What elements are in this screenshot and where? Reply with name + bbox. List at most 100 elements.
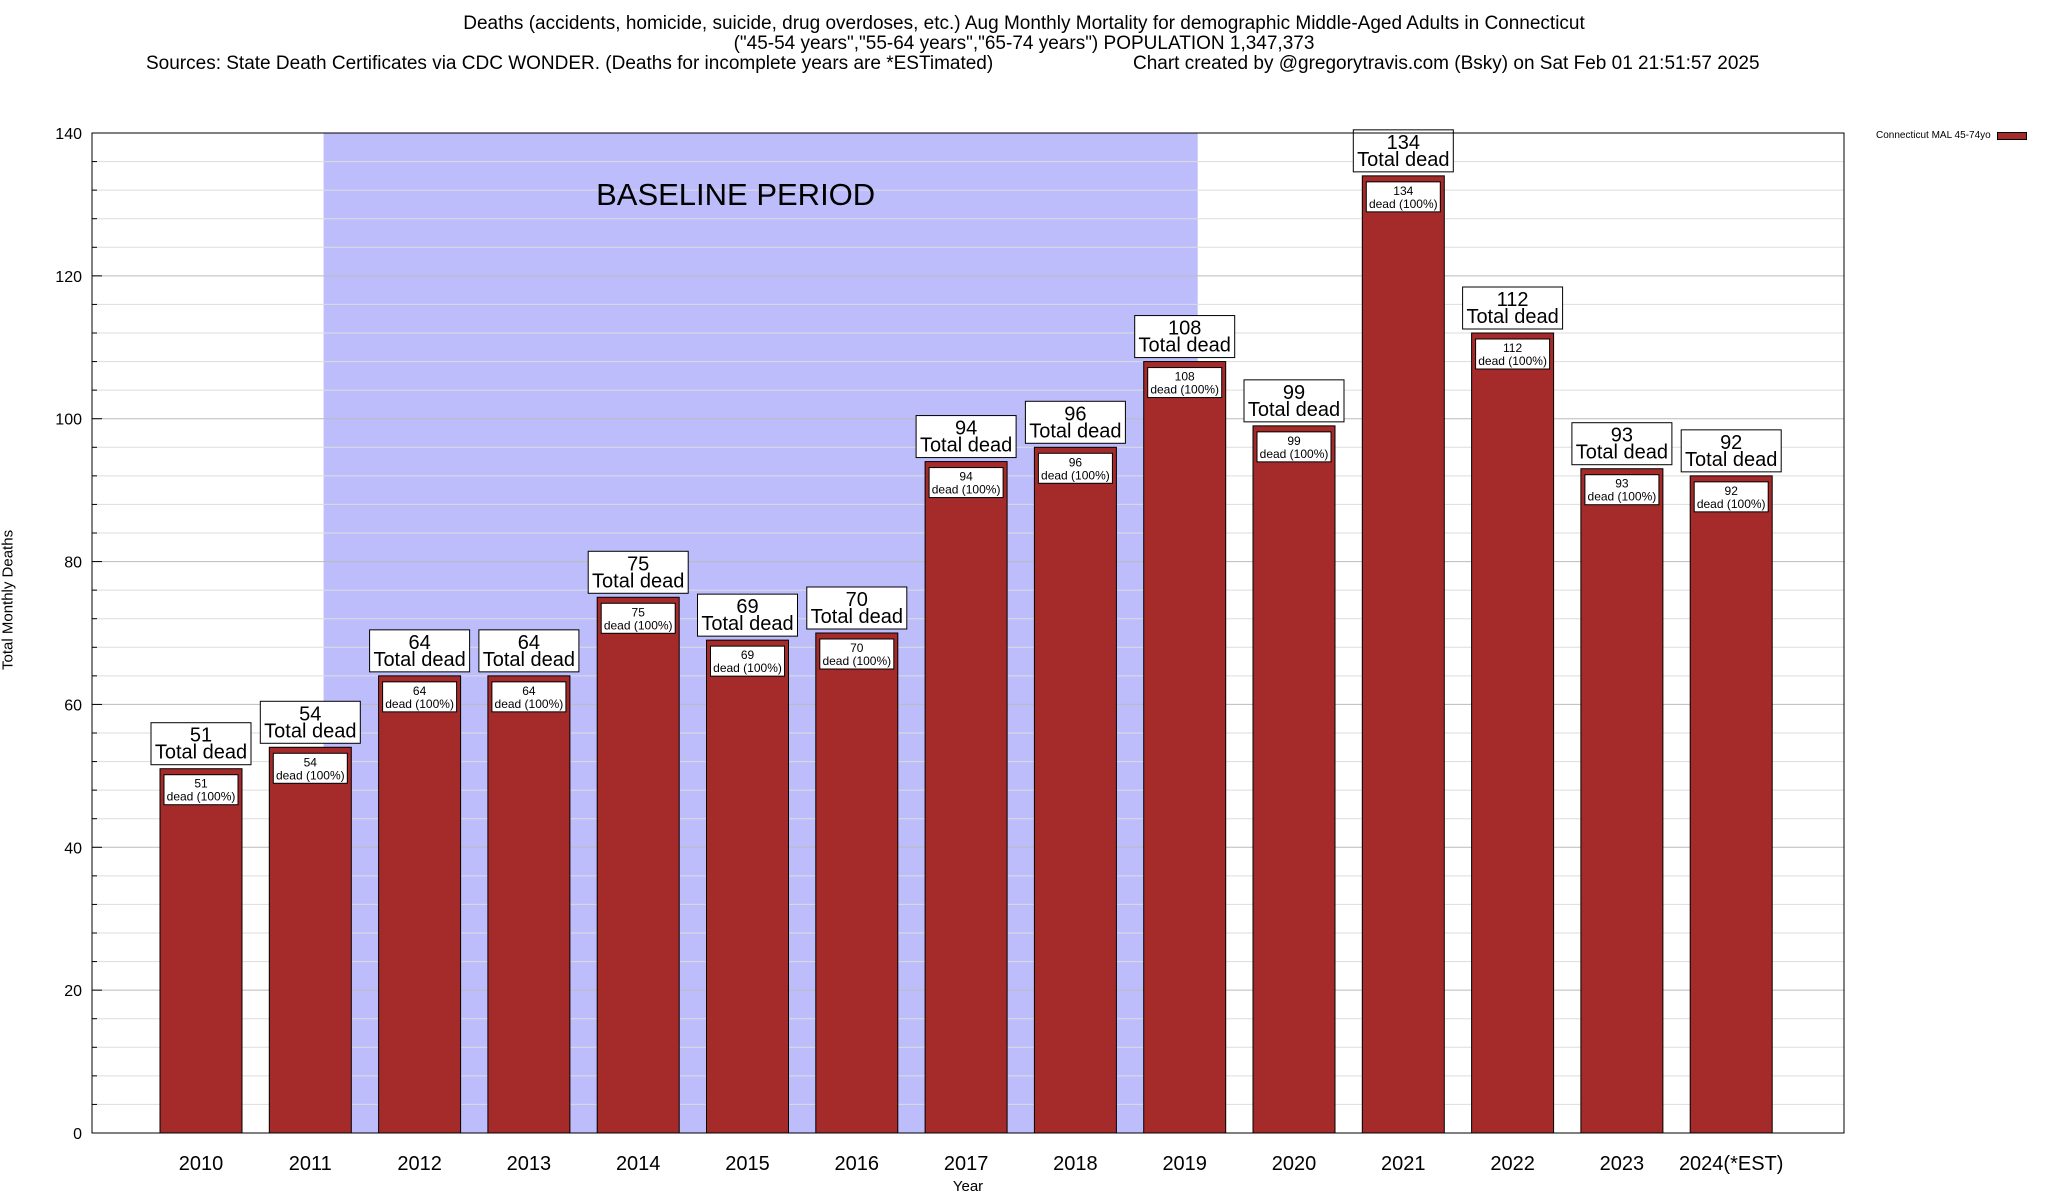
y-tick-label: 120 bbox=[55, 269, 82, 286]
bar bbox=[815, 632, 899, 1134]
bar-total-text-label: Total dead bbox=[1029, 420, 1121, 442]
bar-total-text-label: Total dead bbox=[1357, 149, 1449, 171]
x-tick-label: 2011 bbox=[289, 1153, 332, 1175]
title-line-1: Deaths (accidents, homicide, suicide, dr… bbox=[463, 13, 1585, 34]
bar-inner-label-box bbox=[1584, 474, 1660, 506]
bar-inner-label-box bbox=[1475, 338, 1551, 370]
bar bbox=[1471, 332, 1555, 1134]
bar-total-label-box bbox=[369, 629, 471, 673]
bar-total-label-box bbox=[150, 722, 252, 766]
bar-total-label-box bbox=[1680, 429, 1782, 473]
bar-total-value-label: 69 bbox=[736, 596, 758, 618]
bar-inner-pct-label: dead (100%) bbox=[713, 661, 782, 675]
bar-total-value-label: 134 bbox=[1387, 132, 1420, 154]
bar-inner-label-box bbox=[928, 467, 1004, 499]
bar-inner-pct-label: dead (100%) bbox=[167, 790, 236, 804]
x-tick-label: 2014 bbox=[616, 1153, 661, 1175]
bar-total-text-label: Total dead bbox=[483, 649, 575, 671]
bar-inner-value-label: 64 bbox=[413, 684, 427, 698]
bar-inner-value-label: 94 bbox=[959, 470, 973, 484]
x-tick-label: 2021 bbox=[1381, 1153, 1426, 1175]
bar-inner-pct-label: dead (100%) bbox=[495, 697, 564, 711]
chart-title: Deaths (accidents, homicide, suicide, dr… bbox=[0, 14, 2048, 54]
bar-inner-pct-label: dead (100%) bbox=[1150, 383, 1219, 397]
bar-total-text-label: Total dead bbox=[155, 742, 247, 764]
bar bbox=[1143, 361, 1227, 1134]
bar-total-label-box bbox=[806, 586, 908, 630]
bar-inner-pct-label: dead (100%) bbox=[604, 618, 673, 632]
bar-total-value-label: 94 bbox=[955, 418, 977, 440]
legend-swatch bbox=[1996, 131, 2027, 140]
plot-border bbox=[91, 132, 1845, 1134]
bar-inner-value-label: 64 bbox=[522, 684, 536, 698]
bar-total-text-label: Total dead bbox=[811, 606, 903, 628]
bar-inner-label-box bbox=[382, 681, 458, 713]
bar-total-label-box bbox=[1134, 315, 1236, 359]
bar-total-value-label: 64 bbox=[408, 632, 430, 654]
bar-inner-value-label: 96 bbox=[1069, 455, 1083, 469]
title-line-3-credit: Chart created by @gregorytravis.com (Bsk… bbox=[1133, 53, 1760, 74]
x-tick-label: 2022 bbox=[1490, 1153, 1535, 1175]
x-tick-label: 2012 bbox=[397, 1153, 442, 1175]
bar-inner-value-label: 75 bbox=[632, 605, 646, 619]
bar-total-value-label: 64 bbox=[518, 632, 540, 654]
bar bbox=[1689, 475, 1773, 1134]
y-tick-label: 100 bbox=[55, 412, 82, 429]
bar bbox=[487, 675, 571, 1134]
bar-inner-label-box bbox=[1256, 431, 1332, 463]
bar-inner-pct-label: dead (100%) bbox=[932, 483, 1001, 497]
legend: Connecticut MAL 45-74yo bbox=[1876, 130, 2027, 141]
title-line-3-sources: Sources: State Death Certificates via CD… bbox=[146, 53, 994, 74]
x-tick-label: 2024(*EST) bbox=[1679, 1153, 1784, 1175]
x-tick-label: 2015 bbox=[725, 1153, 770, 1175]
bar bbox=[1033, 446, 1117, 1134]
x-tick-label: 2019 bbox=[1162, 1153, 1207, 1175]
bar-inner-label-box bbox=[163, 774, 239, 806]
bar-inner-label-box bbox=[710, 645, 785, 677]
bar-total-label-box bbox=[915, 415, 1017, 459]
bar-inner-pct-label: dead (100%) bbox=[1697, 497, 1766, 511]
legend-label: Connecticut MAL 45-74yo bbox=[1876, 130, 1991, 141]
bar-total-text-label: Total dead bbox=[1685, 449, 1777, 471]
bar-total-text-label: Total dead bbox=[592, 570, 684, 592]
bar-total-text-label: Total dead bbox=[920, 435, 1012, 457]
baseline-label: BASELINE PERIOD bbox=[596, 177, 875, 212]
y-tick-label: 40 bbox=[64, 840, 82, 857]
y-tick-label: 80 bbox=[64, 555, 82, 572]
bar-total-label-box bbox=[587, 550, 689, 594]
bar-total-text-label: Total dead bbox=[1248, 399, 1340, 421]
x-tick-label: 2010 bbox=[179, 1153, 224, 1175]
bar-inner-value-label: 134 bbox=[1393, 184, 1413, 198]
x-tick-label: 2023 bbox=[1600, 1153, 1645, 1175]
bar-inner-value-label: 99 bbox=[1287, 434, 1301, 448]
bar bbox=[1580, 468, 1664, 1134]
bar-total-label-box bbox=[1243, 379, 1345, 423]
bar-inner-label-box bbox=[491, 681, 567, 713]
bar-inner-label-box bbox=[1693, 481, 1769, 513]
bar-inner-value-label: 70 bbox=[850, 641, 864, 655]
bar-inner-pct-label: dead (100%) bbox=[385, 697, 454, 711]
bar-total-label-box bbox=[1024, 400, 1126, 444]
bar-inner-value-label: 54 bbox=[304, 755, 318, 769]
bar-inner-pct-label: dead (100%) bbox=[1588, 490, 1657, 504]
bar-total-text-label: Total dead bbox=[1576, 442, 1668, 464]
bar-inner-value-label: 112 bbox=[1503, 341, 1522, 355]
title-line-2: ("45-54 years","55-64 years","65-74 year… bbox=[733, 33, 1315, 54]
bar-total-text-label: Total dead bbox=[264, 720, 356, 742]
y-tick-label: 60 bbox=[64, 697, 82, 714]
bar-total-value-label: 54 bbox=[299, 703, 321, 725]
bar-inner-label-box bbox=[1147, 367, 1223, 399]
bar-total-label-box bbox=[1462, 286, 1564, 330]
y-axis-label: Total Monthly Deaths bbox=[0, 529, 17, 670]
bar-inner-pct-label: dead (100%) bbox=[822, 654, 891, 668]
bar bbox=[268, 746, 352, 1134]
x-tick-label: 2018 bbox=[1053, 1153, 1098, 1175]
bar-inner-label-box bbox=[272, 752, 348, 784]
bar bbox=[596, 596, 680, 1134]
bar-inner-pct-label: dead (100%) bbox=[1260, 447, 1329, 461]
bar-inner-value-label: 69 bbox=[741, 648, 755, 662]
bar-inner-pct-label: dead (100%) bbox=[276, 768, 345, 782]
bar-inner-pct-label: dead (100%) bbox=[1478, 354, 1547, 368]
bar-inner-label-box bbox=[600, 602, 676, 634]
bar-total-value-label: 75 bbox=[627, 553, 649, 575]
